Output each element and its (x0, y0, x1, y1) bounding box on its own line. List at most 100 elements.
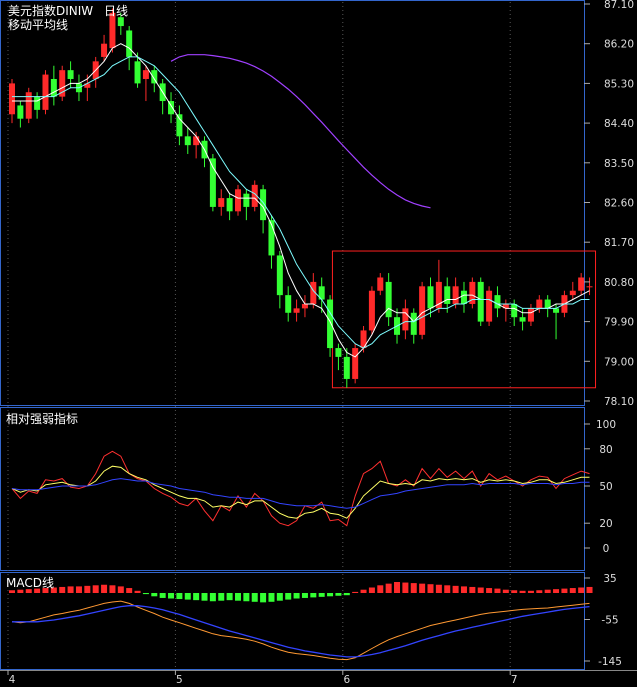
macd-bar (142, 593, 149, 595)
macd-bar (578, 587, 585, 593)
candle-body (276, 255, 283, 296)
macd-bar (435, 584, 442, 593)
candle-body (117, 17, 124, 27)
candle-body (310, 281, 317, 304)
candle-body (293, 308, 300, 313)
ma-short-line (12, 43, 590, 358)
rsi-lines (11, 450, 590, 527)
candle-body (142, 70, 149, 79)
candle-body (17, 105, 24, 119)
candle-body (502, 303, 509, 309)
macd-bar (276, 593, 283, 601)
candle-body (335, 348, 342, 357)
candle-body (360, 330, 367, 349)
candle-body (176, 114, 183, 137)
price-tick-label: 87.10 (604, 0, 634, 11)
macd-bar (444, 585, 451, 593)
macd-bar (561, 588, 568, 593)
candle-body (193, 136, 200, 146)
macd-bar (101, 584, 108, 593)
macd-bar (427, 584, 434, 593)
macd-bar (410, 583, 417, 593)
price-panel-frame (0, 0, 585, 406)
rsi-tick-label: 50 (599, 481, 612, 493)
rsi-tick-label: 100 (596, 419, 616, 431)
macd-bar (201, 593, 208, 601)
rsi-label: 相对强弱指标 (6, 411, 78, 426)
candle-body (285, 295, 292, 313)
candle-body (42, 74, 49, 110)
date-tick-label: 5 (176, 674, 183, 686)
candle-body (511, 303, 518, 318)
macd-bar (42, 588, 49, 593)
candle-body (126, 30, 133, 57)
macd-dea-line (12, 605, 590, 658)
macd-bar (59, 586, 66, 593)
candle-body (527, 308, 534, 322)
grid-lines (7, 2, 511, 669)
macd-bar (260, 593, 267, 603)
price-tick-label: 78.10 (604, 396, 634, 408)
macd-bar (17, 589, 24, 593)
candle-body (151, 70, 158, 84)
macd-bar (519, 590, 526, 593)
candle-body (410, 312, 417, 335)
candle-body (460, 290, 467, 304)
macd-bar (159, 593, 166, 598)
macd-bar (402, 582, 409, 593)
chart-title: 美元指数DINIW (8, 3, 93, 18)
macd-bar (460, 586, 467, 593)
macd-bar (477, 587, 484, 593)
macd-bar (377, 585, 384, 593)
price-tick-label: 84.40 (604, 118, 634, 130)
ma-label: 移动平均线 (8, 18, 68, 32)
macd-panel-frame (0, 572, 585, 670)
candle-body (578, 277, 585, 291)
ma-long-line (170, 54, 431, 209)
macd-bar (536, 590, 543, 593)
macd-bar (544, 589, 551, 593)
candle-body (318, 286, 325, 300)
rsi_fast-line (11, 450, 590, 527)
candle-body (59, 70, 66, 97)
macd-bar (67, 586, 74, 593)
rsi_slow-line (11, 478, 590, 509)
macd-bar (385, 583, 392, 593)
price-tick-label: 85.30 (604, 78, 634, 90)
macd-bar (293, 593, 300, 599)
period-label: 日线 (104, 4, 128, 18)
macd-bar (176, 593, 183, 600)
macd-bar (301, 593, 308, 598)
candle-body (260, 189, 267, 221)
macd-bar (243, 593, 250, 602)
macd-histogram (9, 582, 593, 603)
macd-bar (168, 593, 175, 599)
candle-body (234, 189, 241, 212)
candle-body (469, 281, 476, 304)
candle-body (50, 78, 57, 97)
macd-bar (218, 593, 225, 601)
macd-bar (352, 591, 359, 593)
price-tick-label: 86.20 (604, 39, 634, 51)
candle-body (536, 299, 543, 309)
candle-body (452, 286, 459, 304)
price-tick-label: 80.80 (604, 277, 634, 289)
macd-tick-label: 35 (603, 573, 616, 585)
rsi_mid-line (11, 465, 590, 519)
macd-bar (343, 593, 350, 596)
macd-bar (126, 588, 133, 593)
macd-bar (318, 593, 325, 597)
macd-bar (335, 593, 342, 596)
candle-body (343, 356, 350, 379)
macd-bar (553, 589, 560, 593)
candle-body (184, 136, 191, 146)
candle-body (218, 198, 225, 207)
macd-bar (251, 593, 258, 602)
candle-body (67, 70, 74, 79)
candle-body (435, 281, 442, 309)
candle-body (327, 299, 334, 349)
macd-bar (569, 588, 576, 593)
candle-body (101, 43, 108, 57)
date-tick-label: 4 (9, 674, 16, 686)
